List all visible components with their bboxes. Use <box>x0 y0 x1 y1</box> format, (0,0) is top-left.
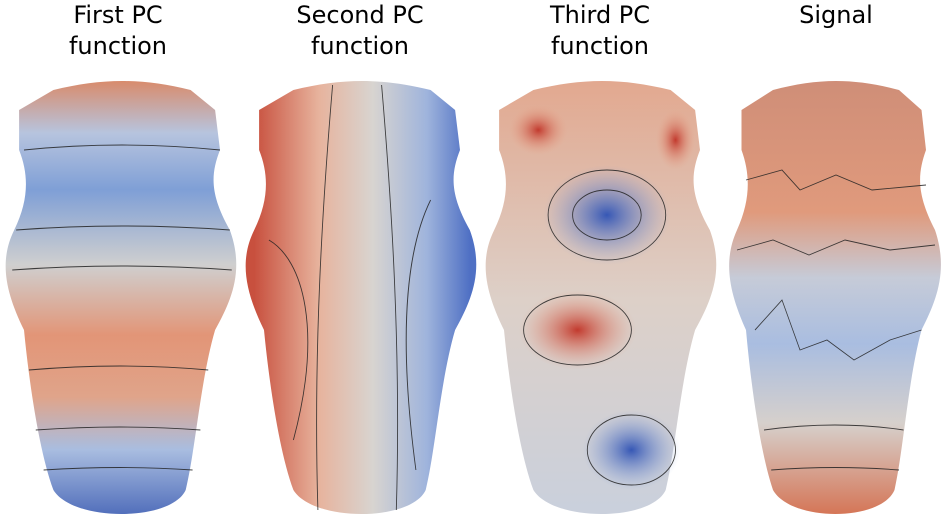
mesh <box>485 81 717 514</box>
panel-2: Second PC function <box>245 1 477 514</box>
panel-title: First PC <box>73 1 162 29</box>
mesh <box>245 81 477 514</box>
panel-3: Third PC function <box>485 1 717 514</box>
panel-4: Signal <box>729 1 941 514</box>
mesh <box>729 81 941 514</box>
panel-title: function <box>311 32 409 60</box>
panel-title: function <box>551 32 649 60</box>
panel-title: Third PC <box>549 1 650 29</box>
panel-title: Second PC <box>296 1 423 29</box>
panel-title: function <box>69 32 167 60</box>
mesh <box>5 81 237 514</box>
panel-1: First PC function <box>5 1 237 514</box>
panel-title: Signal <box>799 1 873 29</box>
